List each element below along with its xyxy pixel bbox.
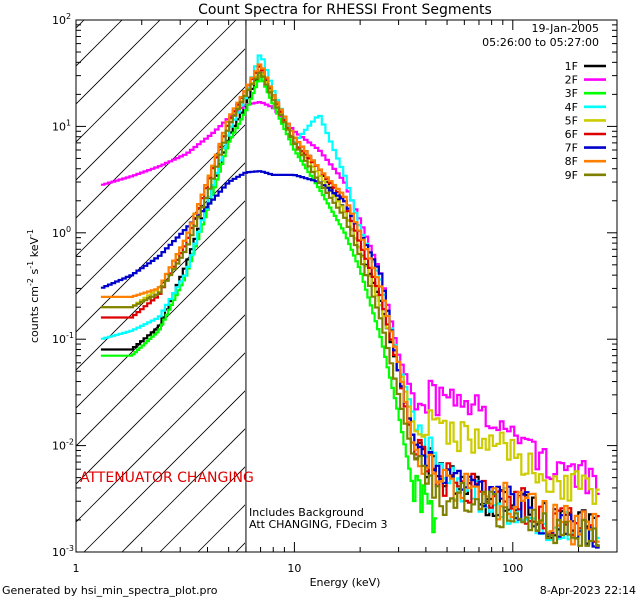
y-axis-label: counts cm-2 s-1 keV-1	[26, 229, 41, 343]
hatch-line	[76, 238, 245, 409]
x-tick-label: 10	[287, 562, 301, 575]
y-tick-labels: 10-3 10-2 10-1 100 101 102	[52, 12, 74, 559]
legend-label-1F: 1F	[565, 60, 578, 73]
hatch-line	[76, 352, 245, 523]
observation-date: 19-Jan-2005	[532, 22, 600, 35]
hatch-line	[76, 86, 245, 257]
y-tick-label: 100	[52, 225, 71, 240]
hatch-line	[121, 428, 245, 552]
series-line-3F	[100, 74, 438, 534]
attenuator-changing-label: ATTENUATOR CHANGING	[80, 470, 254, 486]
hatch-line	[76, 20, 123, 67]
y-tick-label: 10-3	[52, 544, 74, 559]
axis-ticks	[75, 20, 618, 553]
y-tick-label: 10-2	[52, 438, 74, 453]
plot-frame	[75, 19, 618, 553]
background-note-2: Att CHANGING, FDecim 3	[249, 518, 388, 531]
legend-label-4F: 4F	[565, 101, 578, 114]
hatch-line	[235, 542, 245, 552]
background-note-1: Includes Background	[249, 506, 364, 519]
hatch-line	[76, 200, 245, 371]
hatch-line	[76, 314, 245, 485]
legend-label-7F: 7F	[565, 142, 578, 155]
x-tick-label: 100	[502, 562, 523, 575]
hatch-line	[76, 20, 237, 181]
legend-label-5F: 5F	[565, 114, 578, 127]
x-tick-labels: 1 10 100	[73, 562, 524, 575]
observation-time-range: 05:26:00 to 05:27:00	[482, 36, 599, 49]
series-line-9F	[100, 71, 600, 547]
hatch-line	[76, 20, 161, 105]
footer-generated-by: Generated by hsi_min_spectra_plot.pro	[2, 584, 218, 597]
hatch-line	[76, 162, 245, 333]
series-line-4F	[100, 54, 600, 545]
y-tick-label: 101	[52, 118, 71, 133]
legend-label-6F: 6F	[565, 128, 578, 141]
x-axis-label: Energy (keV)	[310, 576, 381, 589]
y-tick-label: 102	[52, 12, 71, 27]
hatch-line	[83, 390, 245, 552]
x-tick-label: 1	[73, 562, 80, 575]
footer-timestamp: 8-Apr-2023 22:14	[540, 584, 636, 597]
hatch-line	[76, 124, 245, 295]
attenuator-hatch-region	[76, 20, 245, 552]
legend-label-3F: 3F	[565, 87, 578, 100]
series-layer	[100, 54, 600, 549]
series-line-8F	[100, 63, 600, 546]
chart-title: Count Spectra for RHESSI Front Segments	[198, 2, 492, 18]
legend-label-9F: 9F	[565, 169, 578, 182]
legend-label-2F: 2F	[565, 74, 578, 87]
hatch-line	[76, 20, 199, 143]
y-tick-label: 10-1	[52, 331, 74, 346]
legend-label-8F: 8F	[565, 155, 578, 168]
